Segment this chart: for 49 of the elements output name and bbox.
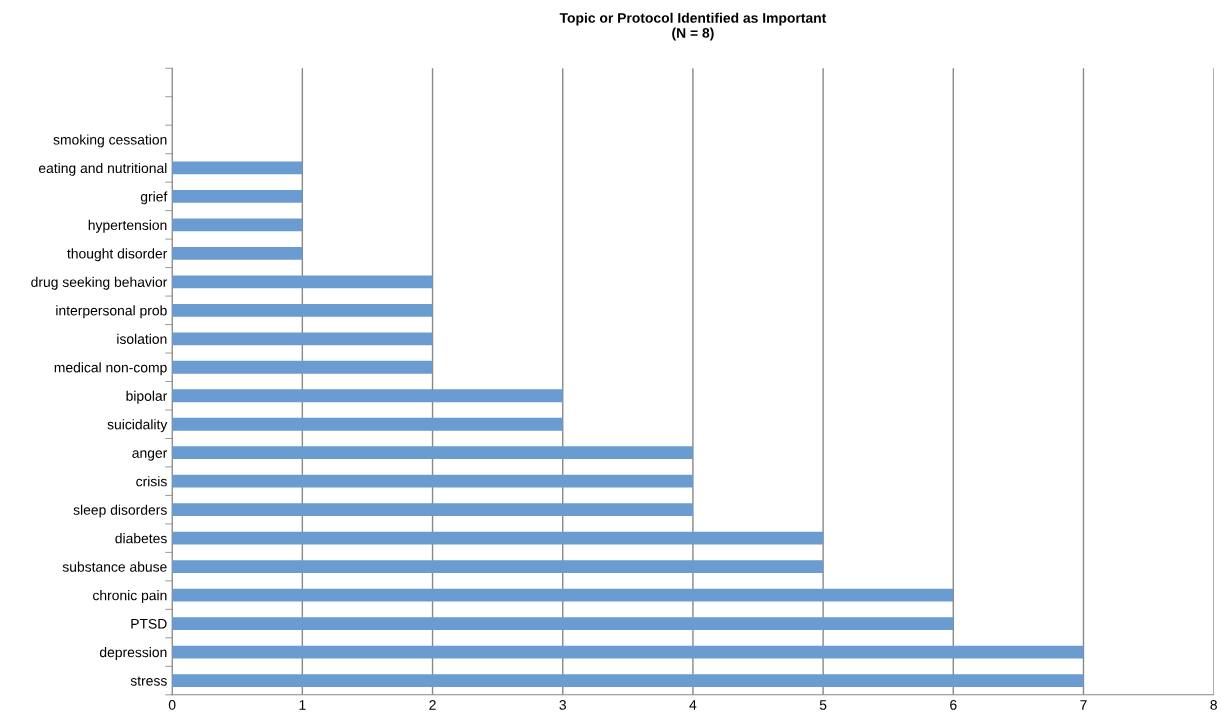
bar: [172, 303, 433, 317]
y-tick-label: grief: [140, 191, 168, 205]
x-tick-label: 5: [819, 700, 827, 710]
y-tick-label: diabetes: [115, 533, 167, 544]
bar: [172, 560, 824, 574]
bar: [172, 218, 303, 232]
bar: [172, 588, 954, 602]
y-tick-label: stress: [130, 676, 167, 686]
y-tick-label: substance abuse: [62, 561, 167, 572]
y-tick-label: eating and nutritional: [38, 162, 167, 176]
bar: [172, 531, 824, 545]
y-tick-label: crisis: [136, 476, 167, 487]
bar: [172, 275, 433, 289]
bar: [172, 189, 303, 203]
y-tick-label: medical non-comp: [54, 362, 167, 376]
bar: [172, 645, 1084, 659]
y-tick-label: bipolar: [126, 390, 168, 404]
y-tick-label: hypertension: [88, 219, 167, 233]
y-tick-label: chronic pain: [93, 590, 167, 604]
y-tick-label: depression: [99, 647, 167, 660]
x-tick-label: 8: [1210, 700, 1217, 710]
y-tick-label: thought disorder: [67, 248, 168, 262]
bar: [172, 246, 303, 260]
bar: [172, 389, 563, 403]
bar: [172, 446, 693, 460]
bar: [172, 674, 1084, 687]
y-tick-label: smoking cessation: [53, 134, 167, 148]
bar: [172, 474, 693, 488]
y-tick-label: suicidality: [107, 419, 168, 433]
y-tick-label: anger: [132, 450, 168, 461]
y-tick-label: isolation: [117, 333, 167, 344]
bar: [172, 503, 693, 517]
y-tick-label: PTSD: [131, 618, 167, 629]
x-tick-label: 7: [1080, 700, 1087, 710]
bar: [172, 161, 303, 175]
y-tick-label: drug seeking behavior: [31, 276, 168, 290]
x-tick-label: 1: [299, 700, 306, 710]
x-tick-label: 6: [950, 700, 957, 710]
x-tick-label: 0: [168, 700, 176, 710]
bar: [172, 417, 563, 431]
bar: [172, 332, 433, 346]
bar: [172, 360, 433, 374]
x-tick-label: 2: [429, 700, 436, 710]
y-tick-label: interpersonal prob: [56, 305, 167, 319]
x-tick-label: 4: [689, 700, 697, 710]
chart-title: Topic or Protocol Identified as Important (N = 8): [559, 12, 827, 41]
bar: [172, 617, 954, 630]
x-tick-label: 3: [559, 700, 566, 710]
y-tick-label: sleep disorders: [73, 504, 167, 518]
